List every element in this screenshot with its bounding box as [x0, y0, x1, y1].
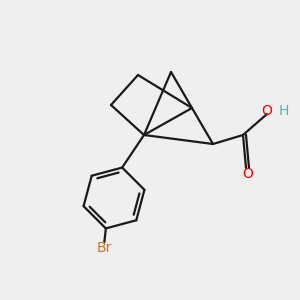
Text: Br: Br [97, 241, 112, 255]
Text: H: H [278, 104, 289, 118]
Text: O: O [242, 167, 253, 181]
Text: O: O [262, 104, 272, 118]
